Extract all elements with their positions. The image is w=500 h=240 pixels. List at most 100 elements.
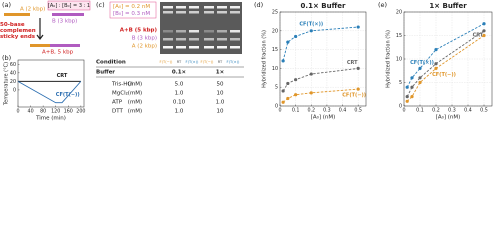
x-axis-label: [A₀] (nM) <box>311 115 336 121</box>
lane-label: F(T(×)) <box>227 60 240 64</box>
gel-band <box>230 46 240 49</box>
gel-band <box>189 6 199 9</box>
y-tick-label: 0 <box>399 104 402 110</box>
product-b <box>50 44 80 47</box>
x-tick-label: 0 <box>402 108 405 114</box>
table-cell: 1.0 <box>175 91 184 97</box>
band-label: A+B (5 kbp) <box>120 28 158 34</box>
buffer-label: 0.1× <box>172 70 186 76</box>
table: Condition F(T(−)) RT F(T(×)) F(T(−)) RT F(T(×)… <box>96 60 244 115</box>
x-axis-label: Time (min) <box>35 116 66 122</box>
marker <box>286 40 290 44</box>
marker <box>356 25 360 29</box>
y-axis-label: Temperature (°C) <box>4 62 10 106</box>
chart-title: 0.1× Buffer <box>301 2 346 10</box>
x-tick-label: 80 <box>40 109 46 115</box>
x-tick-label: 0.4 <box>339 108 347 114</box>
x-tick-label: 0.3 <box>323 108 331 114</box>
y-tick-label: 20 <box>272 28 278 34</box>
y-tick-label: 20 <box>10 79 16 85</box>
gel-band <box>204 30 214 33</box>
table-cell: (mM) <box>128 100 142 106</box>
series-line <box>282 26 359 61</box>
gel-band <box>217 38 227 41</box>
buffer-label: 1× <box>216 70 224 76</box>
marker <box>410 76 414 80</box>
gel-band <box>176 46 186 49</box>
chart-title: 1× Buffer <box>429 2 467 10</box>
gel-band <box>189 30 199 33</box>
table-cell: 5.0 <box>175 82 184 88</box>
panel-label: (e) <box>378 1 387 9</box>
lane-label: F(T(−)) <box>201 60 214 64</box>
table-cell: 10 <box>217 91 224 97</box>
x-tick-label: 120 <box>51 109 60 115</box>
panel-label: (c) <box>96 1 105 9</box>
x-axis-label: [A₀] (nM) <box>436 115 461 121</box>
gel-band <box>176 38 186 41</box>
marker <box>410 95 414 99</box>
gel-band <box>217 46 227 49</box>
x-tick-label: 0.2 <box>307 108 315 114</box>
gel-band <box>163 11 173 14</box>
x-tick-label: 0.5 <box>480 108 488 114</box>
gel-band <box>163 6 173 9</box>
marker <box>294 93 298 97</box>
series-name: CF(T(−)) <box>56 92 80 98</box>
x-tick-label: 0.2 <box>432 108 440 114</box>
gel-band <box>189 46 199 49</box>
y-tick-label: 20 <box>396 10 402 16</box>
product-label: A+B, 5 kbp <box>42 50 74 56</box>
strand-b <box>52 13 84 16</box>
ratio-box <box>47 0 91 11</box>
conc-b: [B₀] = 0.3 nM <box>113 11 150 17</box>
y-tick-label: 5 <box>399 80 402 86</box>
gel-band <box>204 6 214 9</box>
gel-band <box>217 30 227 33</box>
gel-band <box>189 11 199 14</box>
gel-band <box>176 30 186 33</box>
gel-band <box>230 30 240 33</box>
marker <box>309 29 313 33</box>
table-cell: Tris-HCl <box>111 82 133 88</box>
y-tick-label: 15 <box>272 47 278 53</box>
marker <box>418 76 422 80</box>
x-tick-label: 40 <box>28 109 34 115</box>
series-name: CRT <box>347 60 358 66</box>
panel-label: (a) <box>2 1 11 9</box>
conc-a: [A₀] = 0.2 nM <box>113 4 150 10</box>
gel-band <box>204 38 214 41</box>
marker <box>434 66 438 70</box>
marker <box>410 85 414 89</box>
y-axis-label: Hybridized fraction (%) <box>386 30 392 88</box>
marker <box>281 100 285 104</box>
y-tick-label: 25 <box>272 10 278 16</box>
marker <box>309 72 313 76</box>
series-line <box>406 35 485 102</box>
gel-band <box>230 11 240 14</box>
marker <box>482 29 486 33</box>
b-label: B (3 kbp) <box>52 19 77 25</box>
table-cell: (mM) <box>128 91 142 97</box>
table-cell: 1.0 <box>175 109 184 115</box>
gel-band <box>217 6 227 9</box>
panel-label: (b) <box>2 54 11 62</box>
series-name: CF(T(×)) <box>299 21 323 27</box>
panel-label: (d) <box>254 1 263 9</box>
x-tick-label: 0.4 <box>464 108 472 114</box>
y-axis-label: Hybridized fraction (%) <box>262 30 268 88</box>
gel-band <box>163 46 173 49</box>
series-name: CF(T(−)) <box>432 72 456 78</box>
gel-band <box>189 38 199 41</box>
table-cell: 0.10 <box>173 100 186 106</box>
table-cell: DTT <box>112 109 123 115</box>
gel-bands <box>163 6 240 49</box>
series-line <box>406 23 485 88</box>
table-cell: 1.0 <box>216 100 225 106</box>
plot-frame <box>17 59 85 108</box>
marker <box>356 66 360 70</box>
marker <box>286 81 290 86</box>
gel-band <box>204 11 214 14</box>
sticky-wrap: 50-base complementary sticky ends <box>0 22 36 40</box>
